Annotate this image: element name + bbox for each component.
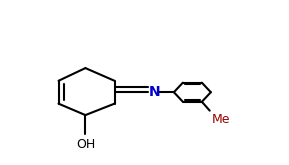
Text: Me: Me [212, 113, 230, 126]
Text: N: N [149, 85, 161, 99]
Text: OH: OH [76, 138, 95, 151]
